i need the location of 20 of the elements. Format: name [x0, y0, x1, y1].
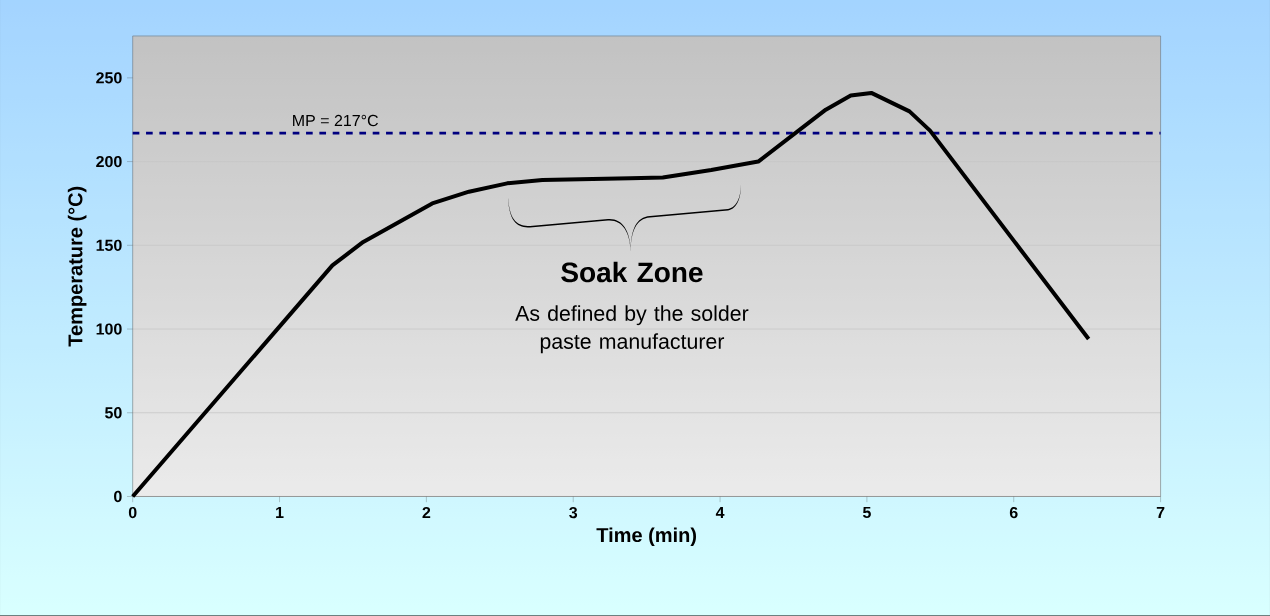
- y-tick-label: 0: [114, 490, 122, 503]
- x-tick-label: 5: [862, 506, 871, 519]
- x-tick-label: 3: [569, 506, 578, 519]
- y-tick-label: 150: [96, 239, 122, 251]
- y-tick-label: 100: [96, 323, 122, 335]
- y-tick-label: 50: [105, 407, 122, 419]
- x-tick-label: 6: [1009, 506, 1018, 519]
- y-tick-label: 200: [96, 155, 122, 168]
- x-tick-label: 2: [422, 506, 431, 519]
- ref-line-label: MP = 217°C: [293, 114, 378, 127]
- annotation: As defined by the solder paste manufacturer: [515, 305, 749, 354]
- x-tick-label: 7: [1156, 506, 1165, 518]
- annotation: Soak Zone: [561, 261, 703, 283]
- x-tick-label: 4: [715, 506, 725, 518]
- x-axis-title: Time (min): [596, 527, 697, 547]
- y-axis-title: Temperature (°C): [67, 186, 87, 347]
- line-series: [130, 90, 1091, 499]
- x-tick-label: 0: [128, 506, 137, 519]
- y-tick-label: 250: [96, 72, 122, 84]
- x-tick-label: 1: [276, 506, 284, 518]
